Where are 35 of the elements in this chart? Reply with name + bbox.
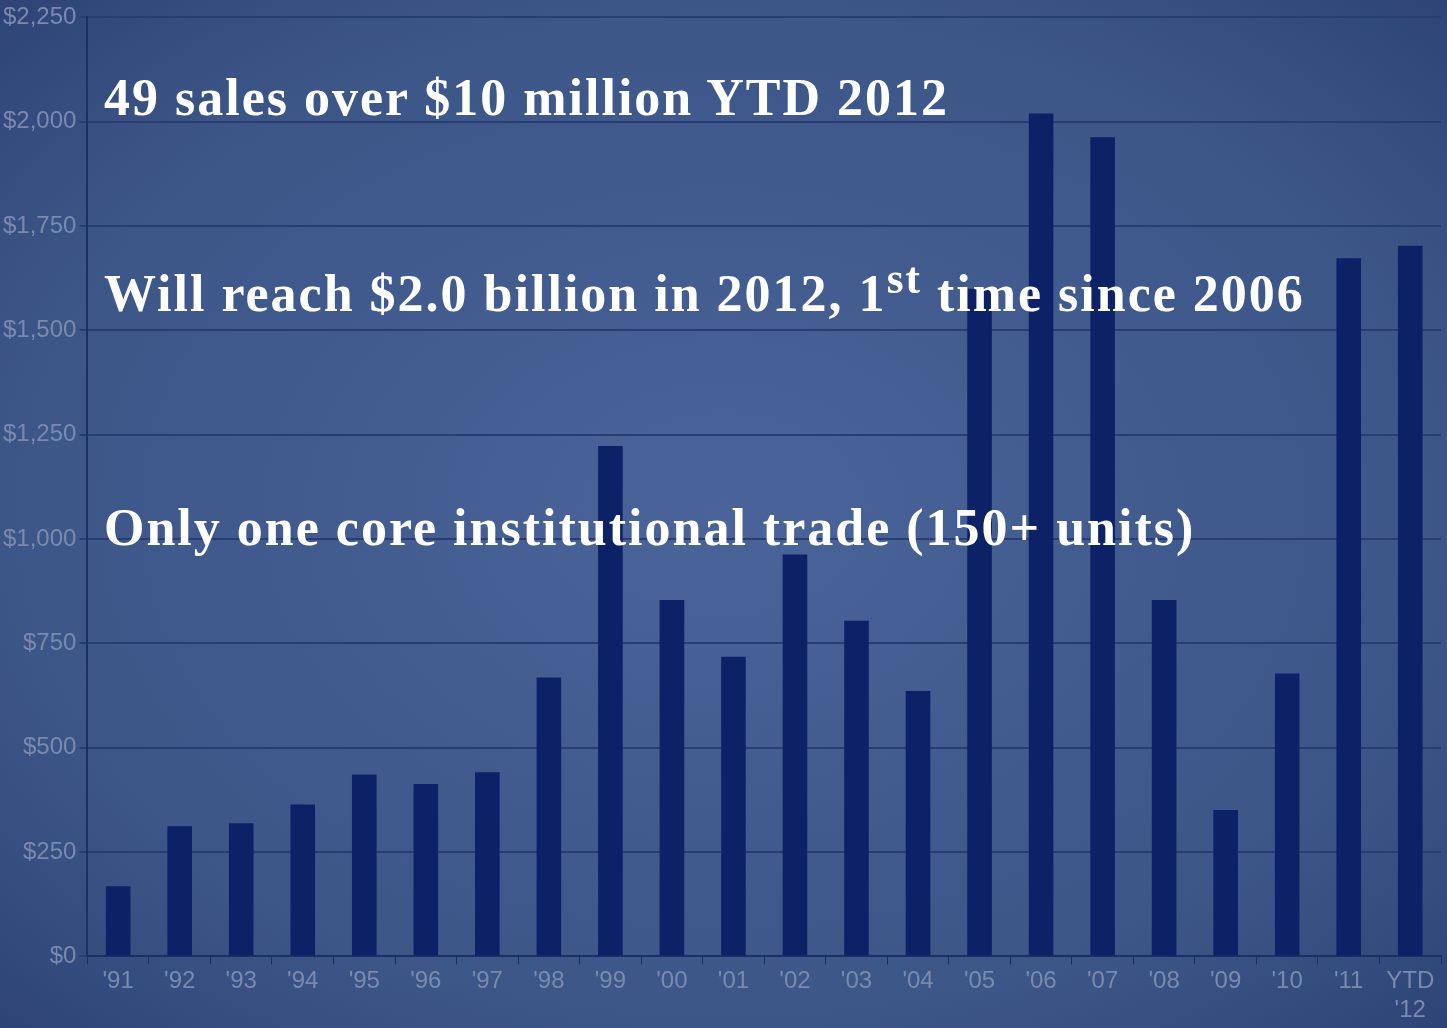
x-tick-label: '92: [164, 966, 196, 994]
y-tick-label: $2,250: [3, 2, 77, 30]
x-tick-label: '01: [717, 966, 750, 994]
x-tick-label: '98: [533, 966, 565, 994]
x-tick-label: YTD '12: [1386, 966, 1435, 1023]
y-tick-label: $500: [23, 732, 77, 760]
x-tick-label: '04: [902, 966, 934, 994]
x-tick-label: '08: [1148, 966, 1180, 994]
y-tick-label: $1,250: [3, 419, 77, 447]
x-tick-label: '97: [471, 966, 503, 994]
x-tick-label: '02: [779, 966, 811, 994]
x-tick-label: '03: [840, 966, 873, 994]
y-tick-label: $1,750: [3, 210, 77, 238]
x-tick-label: '93: [225, 966, 257, 994]
annotation: Will reach $2.0 billion in 2012, 1$^{st}$ time since 2006: [104, 253, 1306, 325]
x-tick-label: '05: [963, 966, 996, 994]
x-tick-label: '06: [1025, 966, 1057, 994]
annotation: Only one core institutional trade (150+ units): [104, 498, 1197, 558]
y-tick-label: $0: [49, 941, 77, 969]
x-tick-label: '94: [287, 966, 319, 994]
x-tick-label: '10: [1271, 966, 1303, 994]
y-tick-label: $750: [23, 628, 77, 656]
y-tick-label: $2,000: [3, 106, 77, 134]
x-tick-label: '00: [656, 966, 688, 994]
x-tick-label: '99: [594, 966, 627, 994]
x-tick-label: '95: [348, 966, 380, 994]
x-tick-label: '11: [1333, 966, 1364, 994]
x-tick-label: '96: [410, 966, 442, 994]
x-tick-label: '91: [102, 966, 134, 994]
annotation: 49 sales over $10 million YTD 2012: [104, 68, 951, 128]
y-tick-label: $1,500: [3, 315, 77, 343]
x-tick-label: '07: [1086, 966, 1119, 994]
x-tick-label: '09: [1210, 966, 1242, 994]
y-tick-label: $1,000: [3, 523, 77, 551]
y-tick-label: $250: [23, 836, 77, 864]
